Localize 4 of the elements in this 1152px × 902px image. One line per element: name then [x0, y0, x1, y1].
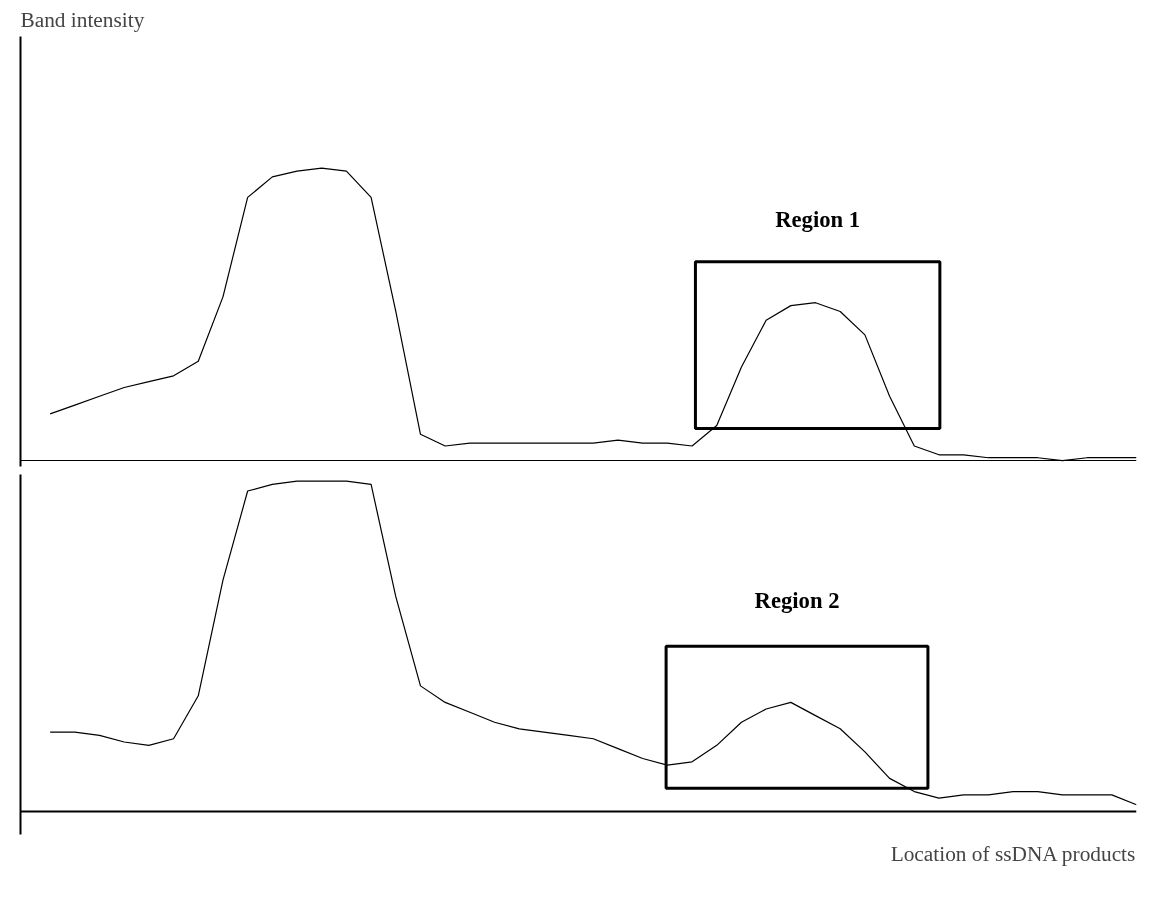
y-axis-title: Band intensity [20, 7, 145, 32]
annotation: Region 2 [754, 588, 840, 614]
annotation: Region 1 [775, 207, 861, 233]
x-axis-title: Location of ssDNA products [890, 841, 1136, 866]
